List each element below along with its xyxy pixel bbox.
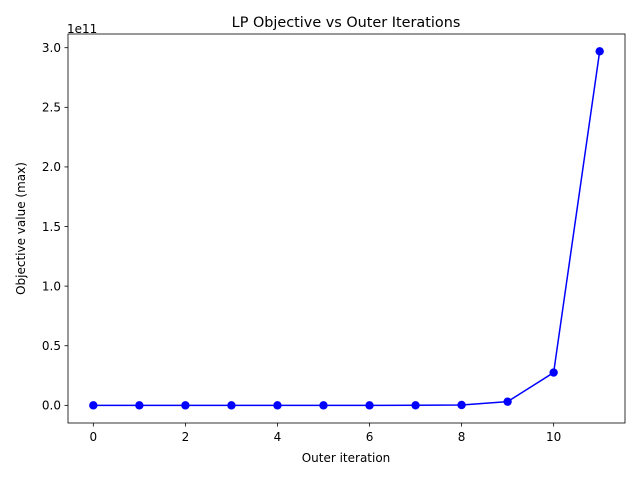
series-line bbox=[93, 51, 601, 407]
y-tick-label: 0.5 bbox=[42, 339, 61, 353]
x-tick-label: 2 bbox=[182, 430, 190, 444]
x-tick-label: 6 bbox=[366, 430, 374, 444]
data-point-marker bbox=[319, 401, 328, 410]
data-point-marker bbox=[273, 401, 282, 410]
y-axis-ticks: 0.0 0.5 1.0 1.5 2.0 2.5 3.0 bbox=[42, 41, 68, 413]
x-tick-label: 8 bbox=[458, 430, 466, 444]
data-point-marker bbox=[549, 368, 558, 377]
y-tick-label: 1.5 bbox=[42, 220, 61, 234]
data-point-marker bbox=[365, 401, 374, 410]
y-tick-label: 2.0 bbox=[42, 160, 61, 174]
data-point-marker bbox=[411, 401, 420, 410]
chart-title: LP Objective vs Outer Iterations bbox=[232, 15, 461, 31]
data-point-marker bbox=[181, 401, 190, 410]
data-point-marker bbox=[595, 47, 604, 56]
x-axis-ticks: 0 2 4 6 8 10 bbox=[89, 423, 561, 444]
y-tick-label: 2.5 bbox=[42, 101, 61, 115]
data-point-marker bbox=[89, 401, 98, 410]
y-axis-label: Objective value (max) bbox=[14, 162, 28, 295]
y-axis-offset-text: 1e11 bbox=[67, 22, 97, 36]
y-tick-label: 1.0 bbox=[42, 279, 61, 293]
x-tick-label: 4 bbox=[274, 430, 282, 444]
plot-frame bbox=[67, 33, 626, 424]
x-tick-label: 0 bbox=[89, 430, 97, 444]
y-tick-label: 0.0 bbox=[42, 399, 61, 413]
data-point-marker bbox=[503, 397, 512, 406]
data-point-marker bbox=[227, 401, 236, 410]
x-axis-label: Outer iteration bbox=[302, 451, 391, 465]
data-point-marker bbox=[135, 401, 144, 410]
data-point-marker bbox=[457, 400, 466, 410]
y-tick-label: 3.0 bbox=[42, 41, 61, 55]
series-layer bbox=[89, 47, 604, 410]
x-tick-label: 10 bbox=[546, 430, 561, 444]
